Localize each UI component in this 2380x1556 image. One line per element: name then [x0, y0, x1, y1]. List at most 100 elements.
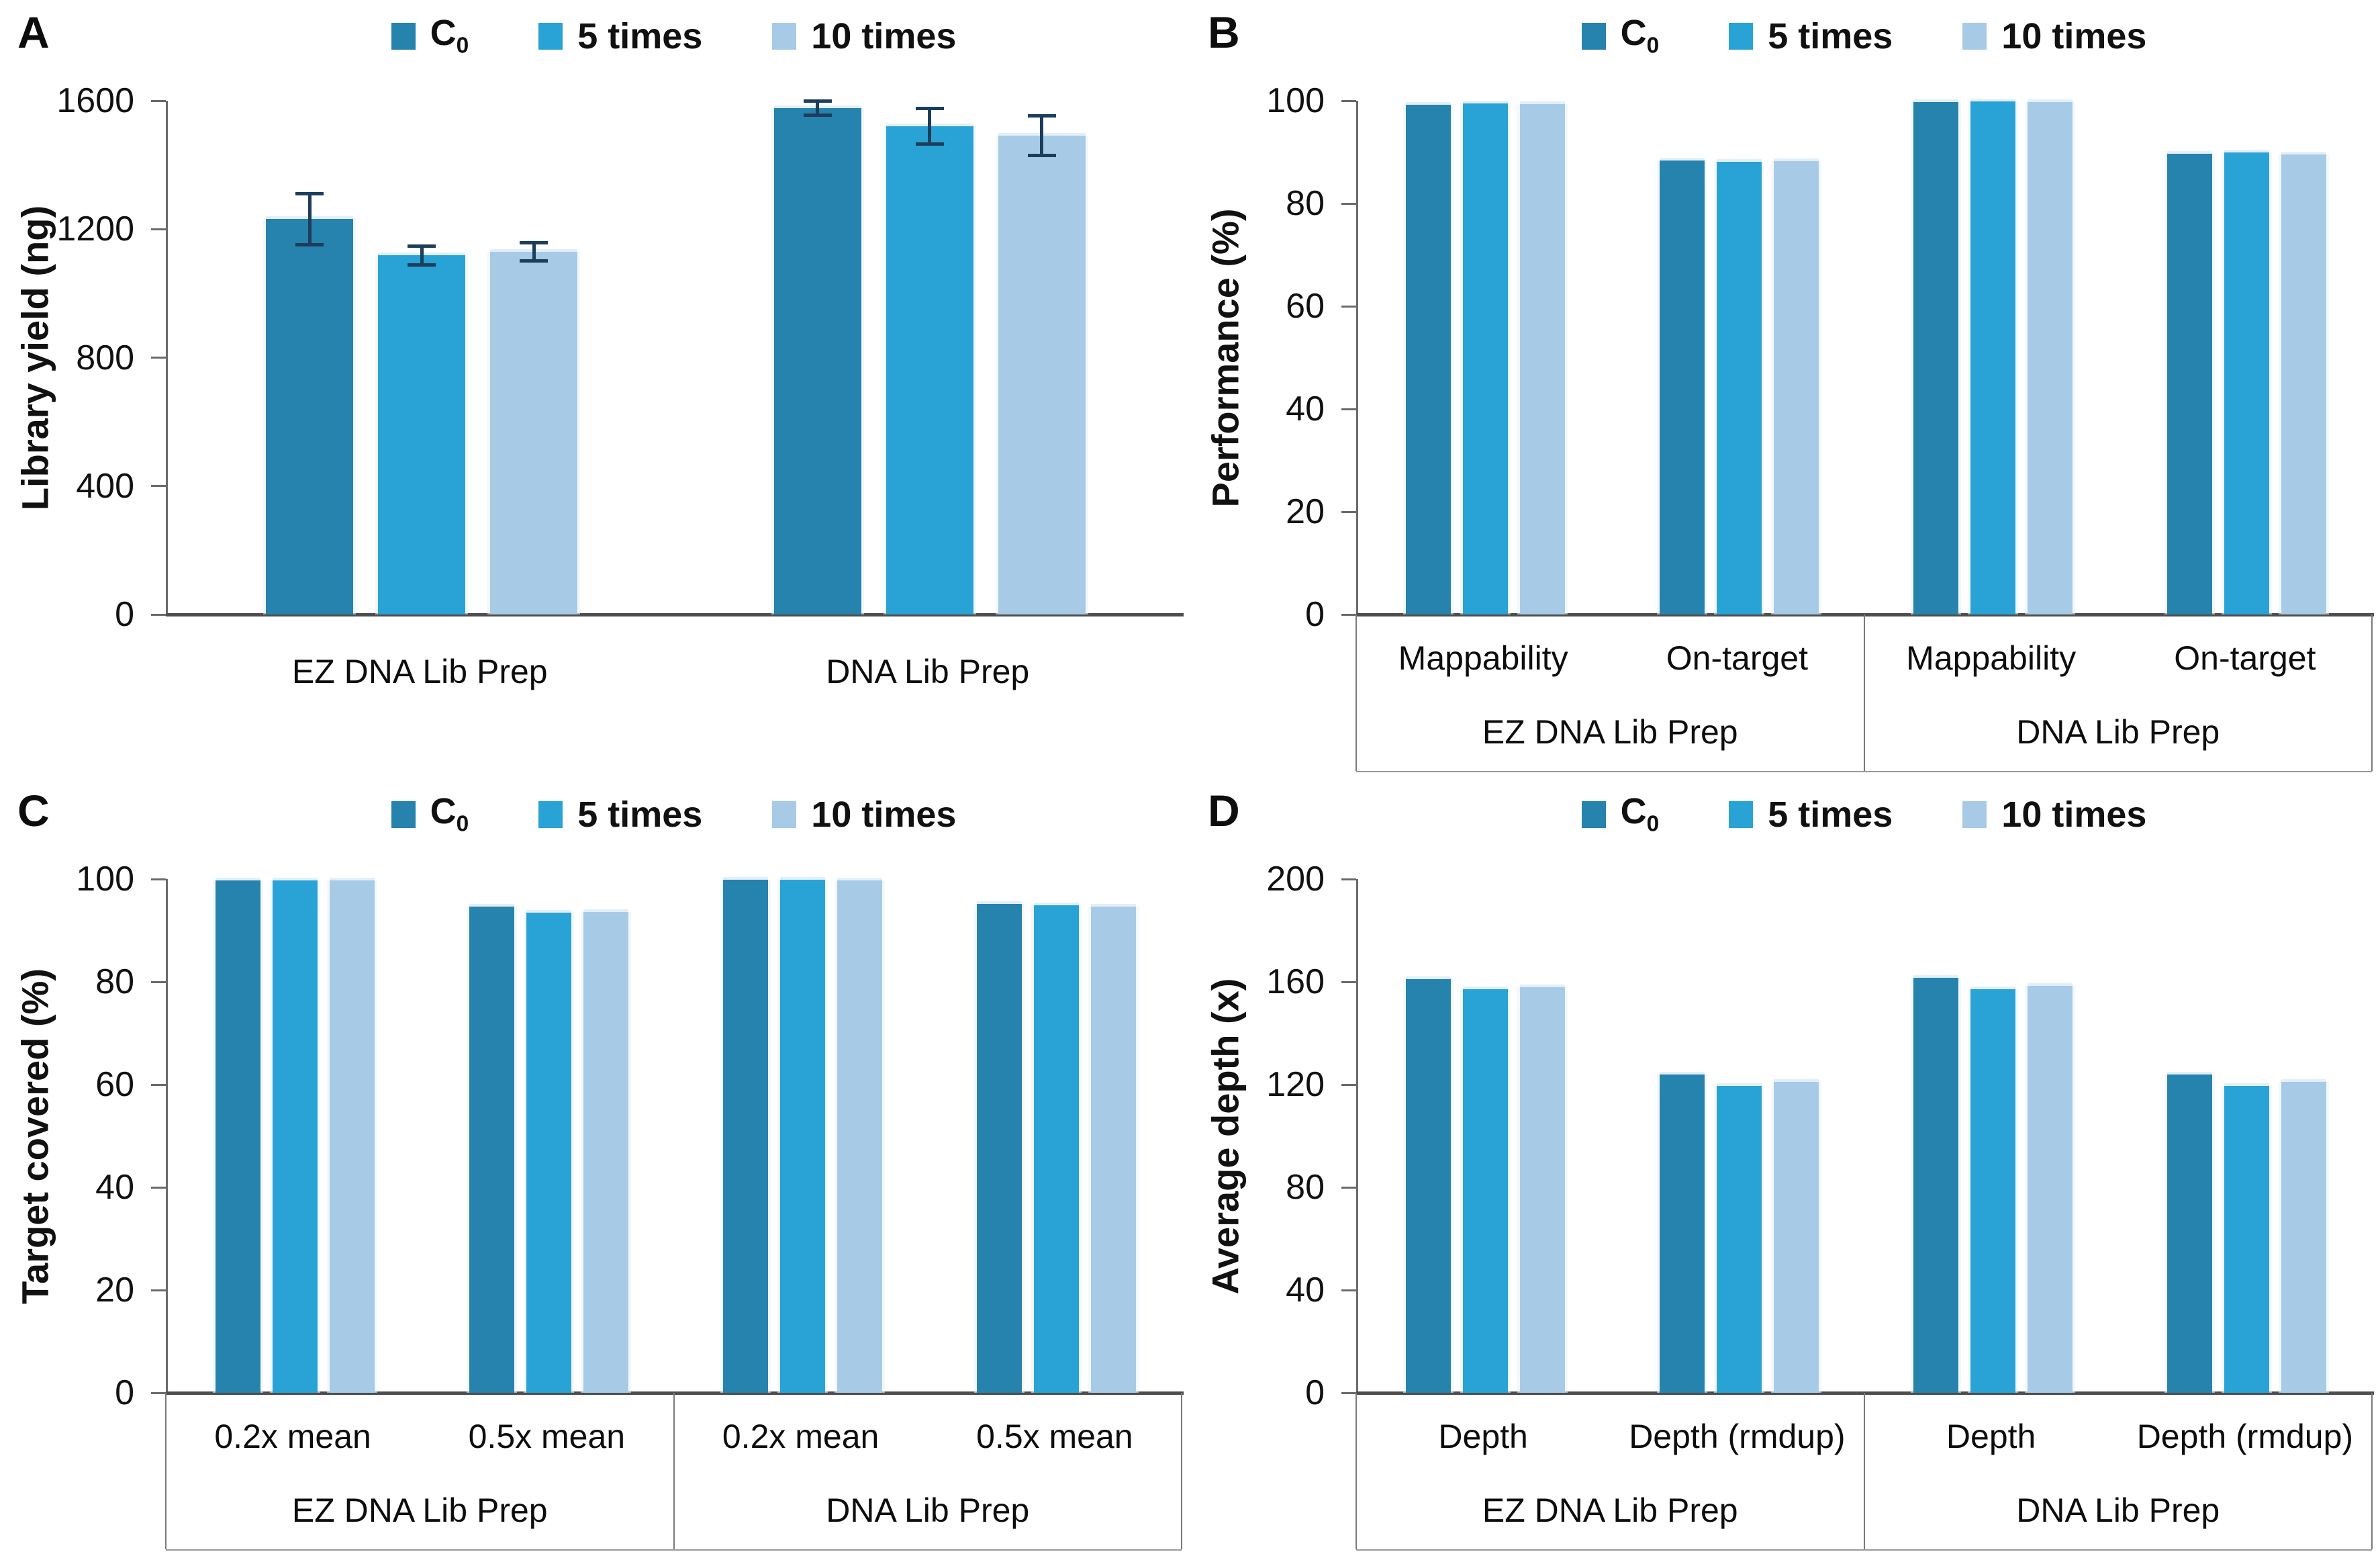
- y-tick-mark: [1341, 202, 1356, 205]
- y-tick-mark: [1341, 510, 1356, 513]
- bar-series-1: [469, 906, 514, 1393]
- error-bar-cap: [803, 113, 832, 117]
- legend-item-label: C0: [1620, 13, 1660, 59]
- bar-series-1: [2167, 1074, 2213, 1393]
- legend-item: 10 times: [1962, 18, 2146, 54]
- legend-subscript: 0: [456, 34, 469, 59]
- axis-table-divider: [2371, 614, 2373, 771]
- legend-item: 5 times: [1729, 796, 1893, 833]
- bar-series-2: [1034, 905, 1080, 1393]
- bar-series-3: [2028, 101, 2073, 614]
- error-bar: [532, 242, 536, 261]
- subcategory-label: On-target: [2174, 639, 2316, 677]
- legend-item: 5 times: [538, 796, 702, 833]
- legend-subscript: 0: [456, 812, 469, 837]
- y-tick-mark: [1341, 1289, 1356, 1291]
- axis-table-bottom-border: [1356, 771, 2372, 772]
- legend-item-label: C0: [1620, 791, 1660, 837]
- bar-series-1: [1405, 979, 1451, 1393]
- error-bar-cap: [915, 107, 944, 111]
- y-tick-label: 20: [95, 1271, 134, 1310]
- legend-item-label: 10 times: [811, 794, 957, 835]
- bar-series-1: [723, 879, 769, 1393]
- error-bar: [1040, 116, 1044, 156]
- x-axis-line: [166, 613, 1184, 616]
- y-tick-label: 60: [95, 1065, 134, 1104]
- y-tick-mark: [1341, 1083, 1356, 1086]
- y-tick-mark: [1341, 99, 1356, 102]
- bar-series-1: [1913, 978, 1959, 1393]
- x-axis-line: [1356, 613, 2374, 616]
- bar-series-2: [1462, 103, 1508, 614]
- subcategory-label: Mappability: [1906, 639, 2077, 677]
- y-tick-mark: [151, 1186, 166, 1189]
- y-tick-label: 100: [76, 860, 134, 899]
- legend: C0 5 times 10 times: [1356, 789, 2372, 840]
- bar-series-3: [998, 135, 1086, 614]
- legend-item: C0: [1581, 13, 1660, 59]
- legend-swatch-icon: [1729, 801, 1754, 828]
- y-tick-mark: [1341, 878, 1356, 880]
- legend-item: C0: [391, 793, 469, 835]
- category-label: EZ DNA Lib Prep: [1482, 713, 1738, 751]
- legend-item-label: 5 times: [1768, 794, 1893, 835]
- y-tick-label: 1200: [56, 210, 134, 249]
- legend: C0 5 times 10 times: [1356, 11, 2372, 62]
- legend-item-label: C0: [430, 791, 469, 837]
- error-bar: [420, 246, 424, 265]
- axis-table-bottom-border: [1356, 1549, 2372, 1551]
- category-label: EZ DNA Lib Prep: [1482, 1492, 1738, 1529]
- panel-letter: B: [1208, 7, 1240, 57]
- y-tick-label: 100: [1266, 81, 1325, 120]
- bar-series-3: [1773, 161, 1819, 614]
- y-tick-mark: [151, 1083, 166, 1086]
- axis-table-divider: [1355, 1393, 1357, 1549]
- error-bar-cap: [408, 263, 436, 267]
- legend-swatch-icon: [391, 801, 416, 828]
- y-tick-mark: [151, 485, 166, 488]
- category-label: EZ DNA Lib Prep: [291, 1492, 548, 1529]
- y-tick-label: 800: [76, 338, 134, 377]
- legend-item: C0: [391, 15, 469, 57]
- bar-series-1: [266, 219, 354, 614]
- bar-series-1: [977, 903, 1022, 1393]
- legend-swatch-icon: [1962, 23, 1987, 50]
- subcategory-label: Depth (rmdup): [2136, 1418, 2354, 1455]
- plot-area: 0 40 80 120 160 200: [1266, 862, 2374, 1410]
- y-tick-label: 40: [1286, 390, 1325, 428]
- bar-series-2: [1716, 1085, 1762, 1393]
- legend-subscript: 0: [1646, 812, 1660, 837]
- bar-series-2: [1716, 162, 1762, 614]
- y-tick-label: 1600: [56, 81, 134, 120]
- error-bar-cap: [408, 244, 436, 248]
- legend-swatch-icon: [538, 23, 563, 50]
- subcategory-label: Depth: [1438, 1418, 1528, 1455]
- axis-table-divider: [1863, 1393, 1865, 1549]
- y-tick-label: 60: [1286, 287, 1325, 326]
- panel-letter: C: [17, 786, 50, 835]
- panel-b: B C0 5 times 10 times Performance (%) 0 20 40 60…: [1190, 0, 2380, 778]
- legend-subscript: 0: [1646, 34, 1660, 59]
- error-bar-cap: [520, 240, 549, 244]
- error-bar: [928, 108, 932, 144]
- y-tick-label: 80: [95, 962, 134, 1001]
- bar-series-2: [1462, 989, 1508, 1393]
- legend-item-label: C0: [430, 13, 469, 59]
- axis-table-divider: [1863, 614, 1865, 771]
- error-bar: [307, 193, 312, 245]
- legend-item-label: 10 times: [2001, 16, 2147, 56]
- y-tick-mark: [151, 99, 166, 102]
- category-label: DNA Lib Prep: [2016, 713, 2220, 751]
- legend: C0 5 times 10 times: [166, 789, 1182, 840]
- bar-series-3: [2281, 154, 2327, 614]
- y-tick-mark: [151, 1391, 166, 1394]
- legend-item: C0: [1581, 791, 1660, 837]
- legend-swatch-icon: [772, 801, 797, 828]
- y-tick-mark: [151, 1289, 166, 1291]
- y-tick-mark: [1341, 408, 1356, 410]
- bar-series-1: [2167, 153, 2213, 614]
- legend-swatch-icon: [1581, 23, 1606, 50]
- bar-series-3: [1773, 1082, 1819, 1393]
- legend-swatch-icon: [772, 23, 797, 50]
- bar-series-3: [1091, 907, 1137, 1393]
